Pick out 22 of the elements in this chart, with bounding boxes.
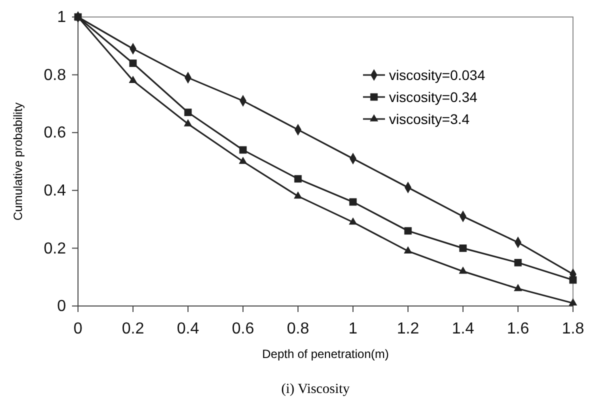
text: (i) Viscosity	[281, 382, 350, 397]
x-tick-label: 0.2	[122, 320, 144, 338]
x-axis-title: Depth of penetration(m)	[262, 347, 389, 361]
legend-label: viscosity=0.034	[389, 67, 486, 83]
x-tick-label: 1.6	[506, 320, 530, 338]
y-tick-label: 0	[57, 298, 66, 316]
y-tick-label: 1	[57, 9, 66, 26]
x-tick-label: 1.8	[562, 320, 584, 338]
x-tick-label: 0	[74, 320, 83, 338]
y-tick-label: 0.4	[44, 182, 66, 200]
y-tick-label: 0.8	[44, 66, 66, 84]
x-tick-label: 0.4	[176, 320, 200, 338]
x-tick-label: 0.6	[232, 320, 254, 338]
legend-label: viscosity=3.4	[389, 111, 470, 127]
y-tick-label: 0.2	[44, 240, 66, 258]
x-tick-label: 1.2	[396, 320, 420, 338]
legend-label: viscosity=0.34	[389, 89, 478, 105]
x-tick-label: 0.8	[286, 320, 310, 338]
x-tick-label: 1	[348, 320, 358, 338]
y-axis-title: Cumulative probability	[11, 102, 25, 221]
y-tick-label: 0.6	[44, 124, 66, 142]
x-tick-label: 1.4	[452, 320, 474, 338]
